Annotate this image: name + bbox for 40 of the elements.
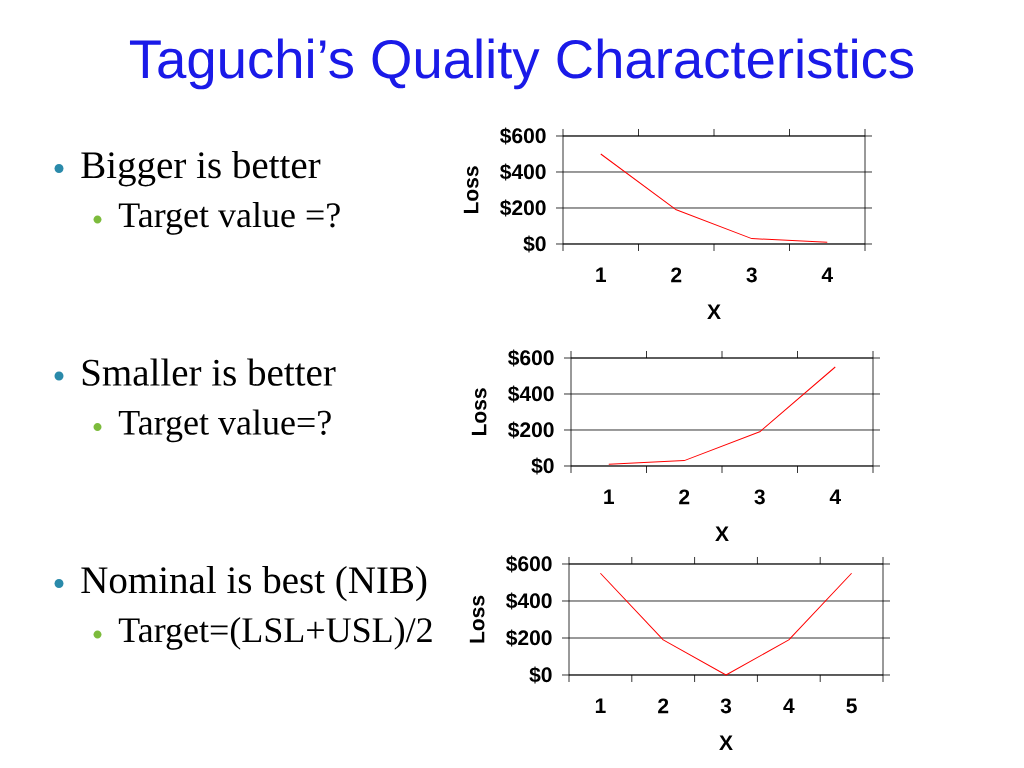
y-tick-label: $0 — [529, 666, 552, 684]
x-tick-label: 2 — [679, 489, 690, 505]
y-axis-title: Loss — [463, 166, 479, 214]
y-tick-label: $200 — [506, 629, 552, 647]
text: Nominal is best (NIB) — [81, 565, 427, 602]
y-axis-title: Loss — [471, 388, 487, 436]
x-tick-label: 1 — [604, 489, 615, 504]
x-tick-label: 2 — [658, 698, 669, 714]
x-tick-label: 4 — [783, 698, 795, 713]
y-tick-label: $400 — [506, 592, 552, 610]
y-tick-label: $600 — [500, 127, 546, 145]
text: Smaller is better — [82, 358, 336, 386]
text: Target value=? — [118, 409, 331, 443]
y-tick-label: $200 — [508, 421, 554, 439]
y-tick-label: $400 — [500, 163, 546, 181]
line-series — [600, 153, 828, 243]
y-tick-label: $0 — [531, 457, 554, 475]
x-tick-label: 4 — [821, 267, 833, 282]
x-tick-label: 1 — [595, 698, 606, 713]
text: Target=(LSL+USL)/2 — [118, 617, 432, 650]
x-tick-label: 1 — [596, 267, 607, 282]
y-tick-label: $200 — [500, 199, 546, 217]
y-tick-label: $0 — [523, 235, 546, 253]
text: Taguchi’s Quality Characteristics — [129, 38, 914, 90]
y-tick-label: $600 — [506, 555, 552, 573]
line-series — [608, 366, 836, 465]
x-axis-title: X — [715, 526, 729, 541]
y-tick-label: $400 — [508, 385, 554, 403]
text: Bigger is better — [81, 150, 321, 187]
text: Target value =? — [118, 202, 340, 235]
x-tick-label: 5 — [846, 698, 857, 714]
y-tick-label: $600 — [508, 349, 554, 367]
x-axis-title: X — [719, 735, 733, 750]
x-tick-label: 3 — [754, 489, 765, 505]
x-tick-label: 4 — [829, 489, 841, 504]
x-axis-title: X — [707, 304, 721, 319]
x-tick-label: 2 — [671, 267, 682, 283]
y-axis-title: Loss — [469, 595, 485, 643]
x-tick-label: 3 — [720, 698, 732, 714]
x-tick-label: 3 — [746, 267, 757, 283]
